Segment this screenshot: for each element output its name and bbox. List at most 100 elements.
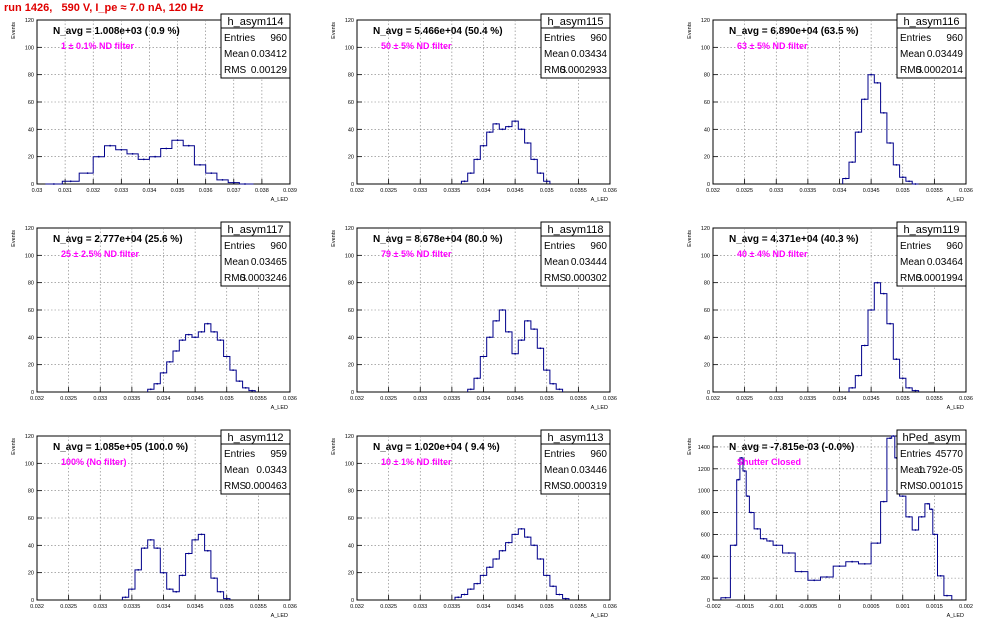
histogram-bin: [482, 355, 485, 358]
y-tick-label: 120: [345, 226, 354, 232]
histogram-bin: [927, 502, 929, 505]
histogram-bin: [463, 180, 466, 183]
histogram-bin: [552, 585, 554, 588]
stat-value: 0.0343: [256, 465, 287, 476]
x-tick-label: 0.0345: [863, 188, 880, 194]
histogram-bin: [495, 320, 498, 322]
y-tick-label: 40: [704, 127, 710, 133]
y-tick-label: 40: [348, 543, 354, 549]
stat-value: 960: [270, 241, 287, 252]
y-tick-label: 60: [348, 100, 354, 106]
histogram-bin: [507, 331, 510, 333]
x-tick-label: 0.036: [283, 604, 297, 610]
x-tick-label: 0.033: [114, 188, 128, 194]
x-tick-label: 0.035: [540, 604, 554, 610]
stat-label: Mean: [544, 465, 569, 476]
x-tick-label: 0.033: [413, 396, 427, 402]
y-tick-label: 0: [351, 182, 354, 188]
histogram-bin: [895, 164, 898, 166]
stat-value: 1.792e-05: [918, 465, 963, 476]
y-tick-label: 60: [348, 516, 354, 522]
x-tick-label: 0.0325: [380, 396, 397, 402]
histogram-bin: [200, 533, 203, 536]
histogram-line: [460, 120, 551, 184]
y-tick-label: 100: [701, 45, 710, 51]
x-tick-label: 0.0325: [736, 396, 753, 402]
x-tick-label: 0.034: [477, 188, 491, 194]
filter-label: 40 ± 4% ND filter: [737, 249, 808, 259]
x-axis-label: A_LED: [591, 197, 608, 203]
filter-label: 10 ± 1% ND filter: [381, 457, 452, 467]
histogram-bin: [533, 328, 535, 330]
x-tick-label: 0.032: [30, 604, 44, 610]
histogram-bin: [863, 563, 866, 565]
y-tick-label: 0: [707, 598, 710, 604]
stats-box: [896, 13, 967, 79]
y-tick-label: 20: [28, 571, 34, 577]
x-tick-label: -0.002: [705, 604, 721, 610]
y-tick-label: 100: [345, 461, 354, 467]
stat-label: RMS: [544, 65, 567, 76]
histogram-bin: [457, 596, 460, 599]
y-axis-label: Events: [687, 22, 693, 39]
x-tick-label: 0.036: [959, 396, 973, 402]
histogram-bin: [813, 579, 816, 582]
y-axis-label: Events: [11, 230, 17, 247]
x-tick-label: 0.032: [706, 188, 720, 194]
stats-box: [540, 13, 611, 79]
histogram-bin: [901, 176, 904, 179]
y-tick-label: 20: [28, 155, 34, 161]
stat-value: 0.000463: [245, 481, 287, 492]
histogram-bin: [501, 549, 504, 552]
histogram-bin: [162, 372, 165, 374]
stat-label: Mean: [224, 49, 249, 60]
histogram-bin: [194, 336, 197, 339]
x-tick-label: 0.033: [93, 604, 107, 610]
n-avg-label: N_avg = 1.085e+05 (100.0 %): [53, 442, 188, 453]
histogram-bin: [526, 142, 529, 144]
histogram-bin: [769, 540, 771, 542]
y-tick-label: 20: [704, 155, 710, 161]
histogram-bin: [863, 344, 866, 347]
stat-label: Entries: [224, 449, 255, 460]
histogram-bin: [176, 139, 179, 142]
histogram-bin: [124, 596, 127, 599]
histogram-bin: [734, 544, 736, 547]
histogram-bin: [901, 495, 904, 497]
stat-label: RMS: [900, 65, 923, 76]
y-tick-label: 40: [28, 335, 34, 341]
histogram-panel: 0.032 0.0325 0.033 0.0335 0.034 0.0345 0.035 0.…: [687, 13, 973, 203]
y-tick-label: 600: [701, 532, 710, 538]
y-tick-label: 20: [704, 363, 710, 369]
y-tick-label: 400: [701, 554, 710, 560]
histogram-bin: [120, 148, 123, 151]
x-tick-label: 0.036: [283, 396, 297, 402]
stat-label: RMS: [900, 273, 923, 284]
histogram-bin: [488, 566, 491, 569]
x-tick-label: 0.0335: [443, 188, 460, 194]
stat-label: Entries: [224, 241, 255, 252]
y-tick-label: 80: [704, 281, 710, 287]
filter-label: Shutter Closed: [737, 457, 801, 467]
y-tick-label: 0: [351, 390, 354, 396]
histogram-bin: [225, 355, 228, 358]
y-tick-label: 120: [25, 18, 34, 24]
histogram-bin: [162, 571, 165, 574]
stat-value: 960: [590, 241, 607, 252]
x-tick-label: -0.0015: [735, 604, 754, 610]
histogram-bin: [221, 179, 224, 181]
stat-value: 0.0001994: [916, 273, 964, 284]
histogram-bin: [206, 322, 209, 325]
histogram-bin: [889, 437, 891, 440]
y-tick-label: 40: [28, 543, 34, 549]
stat-label: Entries: [900, 241, 931, 252]
stat-label: Mean: [224, 465, 249, 476]
y-tick-label: 120: [25, 434, 34, 440]
histogram-bin: [168, 588, 171, 590]
histogram-bin: [514, 120, 516, 122]
histogram-bin: [800, 570, 803, 573]
x-tick-label: 0.0005: [863, 604, 880, 610]
histogram-bin: [213, 577, 216, 579]
x-tick-label: 0.0335: [123, 604, 140, 610]
y-tick-label: 120: [701, 226, 710, 232]
